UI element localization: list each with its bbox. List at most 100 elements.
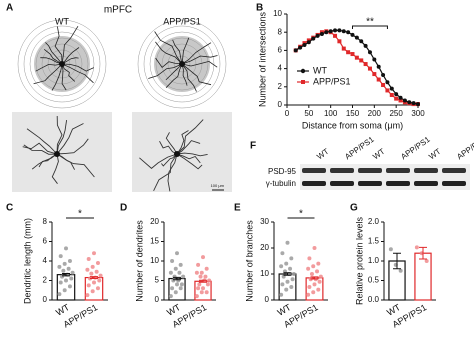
data-point [67, 284, 72, 289]
bar [414, 252, 432, 301]
group-label: APP/PS1 [163, 16, 201, 26]
legend-marker [301, 80, 305, 84]
dendrite [43, 48, 63, 65]
y-tick-label: 15 [150, 237, 159, 246]
dendrite [61, 57, 79, 65]
marker [354, 35, 359, 40]
data-point [207, 278, 212, 283]
legend-label: APP/PS1 [313, 76, 351, 86]
data-point [92, 251, 96, 256]
sholl-ring [137, 19, 227, 109]
data-point [316, 261, 321, 266]
data-point [315, 269, 320, 274]
data-point [197, 282, 202, 287]
marker [328, 29, 333, 34]
dendrite [26, 128, 58, 155]
marker [394, 96, 399, 101]
data-point [90, 289, 95, 294]
marker [311, 36, 316, 41]
marker [398, 95, 403, 100]
data-point [64, 278, 68, 283]
y-axis-label: Relative protein levels [354, 216, 364, 305]
band [414, 168, 438, 173]
dendrite [56, 123, 84, 155]
group-label: WT [55, 16, 69, 26]
y-tick-label: 2 [278, 82, 283, 91]
data-point [285, 240, 290, 245]
legend-marker [300, 68, 306, 74]
data-point [61, 268, 66, 273]
marker [341, 46, 346, 51]
data-point [178, 262, 183, 267]
sholl-ring [47, 49, 77, 79]
data-point [179, 282, 184, 287]
dendrite [61, 63, 67, 91]
data-point [168, 270, 173, 275]
data-point [172, 274, 177, 279]
data-point [95, 260, 100, 265]
lane-label: WT [371, 147, 386, 162]
band [330, 181, 354, 186]
band [302, 181, 326, 186]
marker [372, 72, 377, 77]
dendrite [61, 47, 80, 65]
panel-a-images [12, 19, 232, 192]
y-tick-label: 2 [43, 276, 48, 285]
dendrite [176, 140, 201, 155]
data-point [307, 256, 312, 261]
y-tick-label: 1.0 [368, 256, 380, 265]
data-point [318, 274, 323, 279]
significance-bracket [352, 25, 388, 29]
marker [324, 30, 329, 35]
dendrite [167, 153, 178, 192]
marker [367, 50, 372, 55]
marker [298, 45, 303, 50]
lane-label: APP/PS1 [399, 135, 432, 162]
dendrite [56, 153, 75, 170]
marker [319, 32, 324, 37]
data-point [316, 287, 321, 292]
data-point [69, 276, 74, 281]
y-tick-label: 10 [260, 269, 269, 278]
marker [363, 62, 368, 67]
data-point [199, 290, 204, 295]
marker [363, 43, 368, 48]
band [302, 168, 326, 173]
marker [389, 92, 394, 97]
marker [385, 88, 390, 93]
data-point [288, 266, 293, 271]
data-point [85, 293, 90, 298]
marker [315, 33, 320, 38]
data-point [204, 290, 209, 295]
marker [407, 100, 412, 105]
dendrite [56, 115, 63, 155]
data-point [307, 285, 312, 289]
dendrite [172, 39, 183, 65]
y-tick-label: 8 [278, 27, 283, 36]
data-point [181, 274, 186, 279]
y-axis-label: Number of intersections [257, 11, 267, 107]
data-point [64, 246, 68, 251]
marker [402, 98, 407, 103]
dendrite [176, 130, 189, 155]
marker [398, 98, 403, 103]
marker [381, 72, 386, 77]
micrograph [132, 112, 232, 192]
soma [59, 61, 65, 67]
sholl-ring [167, 49, 197, 79]
x-tick-label: 200 [368, 109, 382, 118]
data-point [312, 246, 317, 250]
panel-title: mPFC [104, 5, 132, 16]
marker [302, 42, 307, 47]
x-tick-label: 50 [304, 109, 313, 118]
lane-label: APP/PS1 [455, 135, 474, 162]
data-point [398, 268, 403, 273]
data-point [57, 264, 62, 269]
data-point [170, 286, 175, 291]
dendrite [159, 140, 178, 155]
y-tick-label: 20 [150, 217, 159, 226]
data-point [173, 266, 178, 271]
data-point [203, 274, 208, 279]
y-tick-label: 30 [260, 217, 269, 226]
data-point [170, 259, 175, 263]
